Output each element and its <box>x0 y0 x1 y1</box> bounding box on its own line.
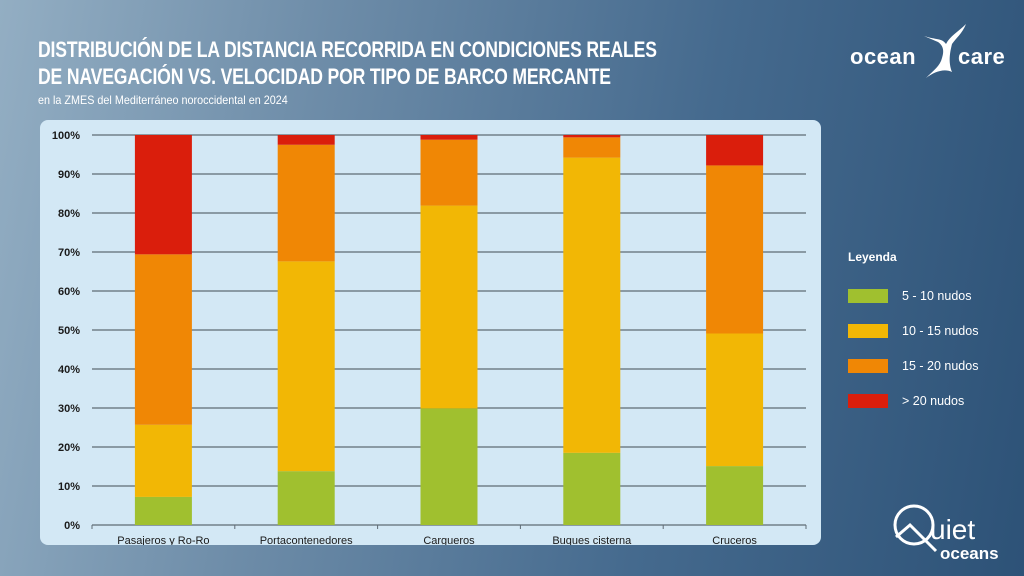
x-category-label: Buques cisterna <box>552 535 632 545</box>
bar-segment-15-20-nudos <box>563 137 621 158</box>
y-tick-label: 50% <box>58 325 80 337</box>
y-tick-label: 100% <box>52 130 80 142</box>
chart-subtitle: en la ZMES del Mediterráneo noroccidenta… <box>38 93 288 107</box>
y-tick-label: 10% <box>58 481 80 493</box>
bar-segment--20-nudos <box>420 135 478 140</box>
chart-panel: 0% 10% 20% 30% 40% 50% 60% 70% 80% 90% 100% Pasajer… <box>40 120 821 545</box>
legend-label: > 20 nudos <box>902 393 965 408</box>
x-category-label: Portacontenedores <box>260 535 353 545</box>
bar-segment--20-nudos <box>134 135 192 255</box>
legend-item: 15 - 20 nudos <box>848 348 978 383</box>
oceancare-logo-right: care <box>958 44 1006 69</box>
bar-segment-10-15-nudos <box>277 261 335 472</box>
y-tick-label: 40% <box>58 364 80 376</box>
bar-segment-5-10-nudos <box>277 471 335 525</box>
x-category-label: Cargueros <box>423 535 475 545</box>
quietoceans-q-icon: uiet oceans <box>893 504 999 563</box>
y-tick-label: 90% <box>58 169 80 181</box>
bar-segment-5-10-nudos <box>420 408 478 525</box>
quietoceans-logo-top: uiet <box>930 514 975 545</box>
bar-segment-5-10-nudos <box>706 466 764 525</box>
legend-swatch <box>848 323 888 338</box>
y-tick-label: 20% <box>58 442 80 454</box>
bar-segment--20-nudos <box>277 135 335 145</box>
legend-swatch <box>848 358 888 373</box>
bar-segment-5-10-nudos <box>134 496 192 525</box>
oceancare-logo-left: ocean <box>850 44 917 69</box>
bar-segment-10-15-nudos <box>420 205 478 409</box>
stacked-bar-chart: 0% 10% 20% 30% 40% 50% 60% 70% 80% 90% 100% Pasajer… <box>52 130 807 545</box>
quietoceans-logo-bottom: oceans <box>940 544 999 563</box>
y-tick-label: 70% <box>58 247 80 259</box>
bar-segment-15-20-nudos <box>277 144 335 262</box>
bar-segment-10-15-nudos <box>563 157 621 453</box>
legend-item: 5 - 10 nudos <box>848 278 978 313</box>
title-line-2: DE NAVEGACIÓN VS. VELOCIDAD POR TIPO DE … <box>38 64 611 89</box>
bar-segment-15-20-nudos <box>420 139 478 206</box>
legend-swatch <box>848 288 888 303</box>
bar-segment-5-10-nudos <box>563 452 621 525</box>
y-tick-label: 60% <box>58 286 80 298</box>
legend: Leyenda 5 - 10 nudos 10 - 15 nudos 15 - 20… <box>848 250 978 418</box>
bar-segment-15-20-nudos <box>134 254 192 425</box>
x-category-label: Pasajeros y Ro-Ro <box>117 535 209 545</box>
y-tick-label: 30% <box>58 403 80 415</box>
legend-item: 10 - 15 nudos <box>848 313 978 348</box>
bar-segment-15-20-nudos <box>706 165 764 334</box>
legend-swatch <box>848 393 888 408</box>
legend-item: > 20 nudos <box>848 383 978 418</box>
y-tick-label: 0% <box>64 520 80 532</box>
title-line-1: DISTRIBUCIÓN DE LA DISTANCIA RECORRIDA E… <box>38 37 657 62</box>
legend-label: 15 - 20 nudos <box>902 358 979 373</box>
x-category-label: Cruceros <box>712 535 757 545</box>
legend-label: 10 - 15 nudos <box>902 323 979 338</box>
y-tick-label: 80% <box>58 208 80 220</box>
oceancare-logo: ocean care <box>850 22 1010 82</box>
legend-label: 5 - 10 nudos <box>902 288 972 303</box>
bar-segment-10-15-nudos <box>706 333 764 467</box>
bar-segment-10-15-nudos <box>134 424 192 497</box>
bar-segment--20-nudos <box>706 135 764 166</box>
legend-title: Leyenda <box>848 250 897 264</box>
bar-segment--20-nudos <box>563 135 621 138</box>
quietoceans-logo: uiet oceans <box>892 503 1017 563</box>
chart-title: DISTRIBUCIÓN DE LA DISTANCIA RECORRIDA E… <box>38 36 657 90</box>
whale-tail-icon <box>924 24 966 78</box>
